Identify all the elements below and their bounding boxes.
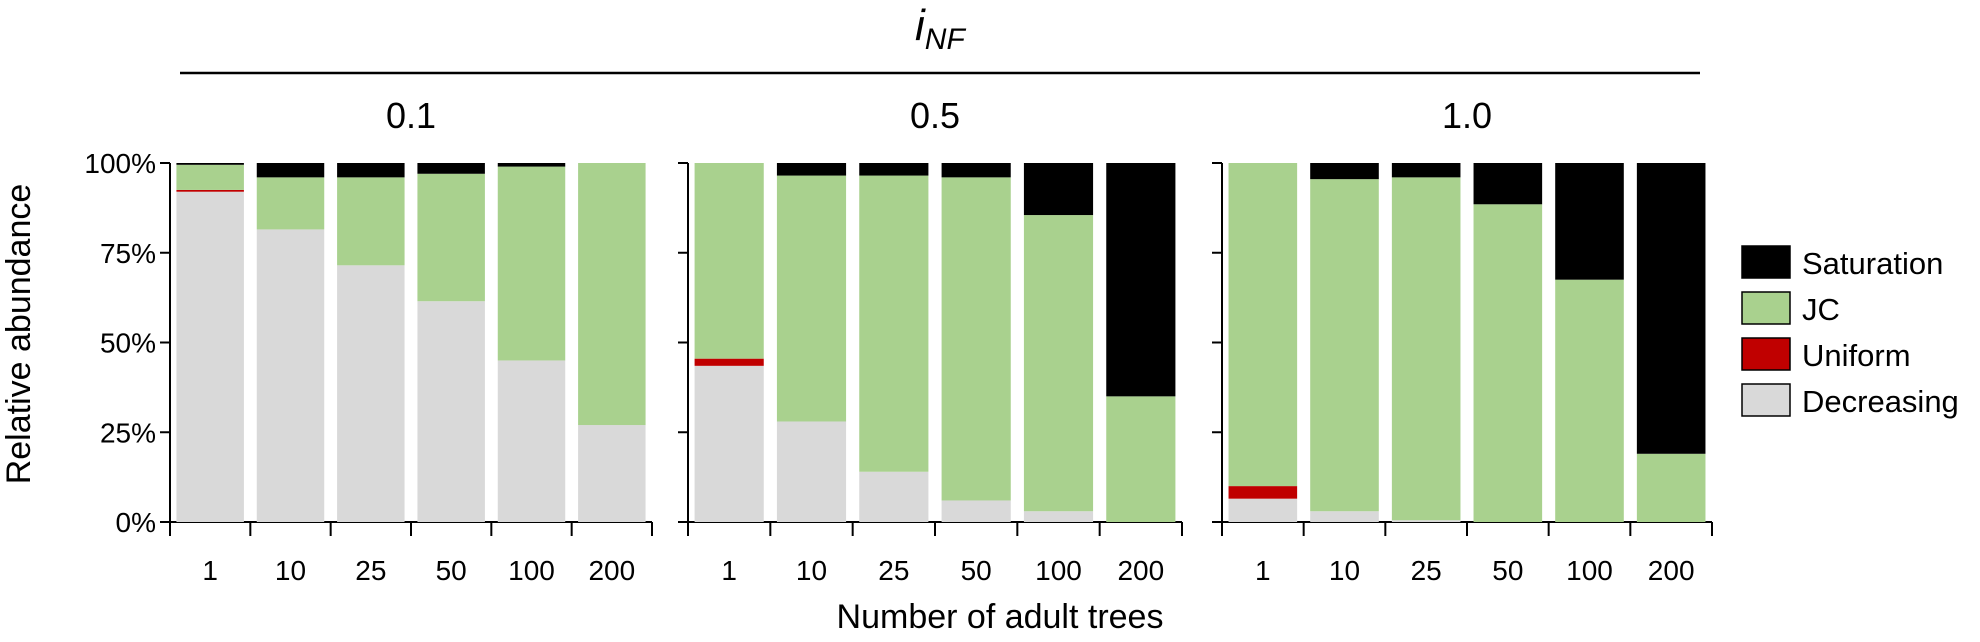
bar-saturation-10	[256, 163, 325, 178]
header-main: i	[915, 1, 926, 50]
header-subscript: NF	[925, 23, 967, 56]
bar-decreasing-25	[859, 471, 929, 522]
bar-saturation-50	[941, 163, 1011, 178]
legend-label: Decreasing	[1802, 384, 1959, 419]
x-tick-label: 1	[1255, 555, 1271, 586]
panels: 0.1 0% 25% 50% 75% 100% 1 10 25 50 100 200 0.5 1 10 25 5…	[84, 95, 1713, 586]
bar-saturation-10	[1310, 163, 1379, 180]
legend-item-decreasing: Decreasing	[1741, 383, 1959, 419]
bar-decreasing-1	[176, 191, 244, 522]
x-tick-label: 200	[1648, 555, 1695, 586]
bar-saturation-100	[1555, 163, 1624, 280]
legend-swatch	[1741, 383, 1791, 417]
x-tick-label: 25	[355, 555, 386, 586]
legend-item-jc: JC	[1741, 291, 1840, 327]
bar-decreasing-50	[417, 301, 485, 522]
bar-saturation-100	[497, 163, 566, 167]
bar-jc-1	[1228, 163, 1298, 487]
x-tick-label: 25	[1411, 555, 1442, 586]
bar-decreasing-25	[1391, 520, 1461, 522]
bar-saturation-25	[859, 163, 929, 176]
legend-swatch	[1741, 291, 1791, 325]
x-tick-label: 200	[588, 555, 635, 586]
bar-jc-100	[1023, 215, 1094, 512]
x-tick-label: 10	[796, 555, 827, 586]
panel-1: 0.5 1 10 25 50 100 200	[678, 95, 1183, 586]
bar-jc-25	[859, 175, 929, 472]
bar-decreasing-100	[497, 360, 566, 522]
bar-jc-10	[776, 175, 847, 422]
bar-jc-100	[1555, 279, 1624, 522]
bar-decreasing-10	[1310, 511, 1379, 522]
bar-jc-25	[1391, 177, 1461, 521]
bar-saturation-100	[1023, 163, 1094, 216]
bar-jc-10	[1310, 179, 1379, 512]
panel-title: 1.0	[1442, 95, 1492, 136]
x-tick-label: 50	[1492, 555, 1523, 586]
x-tick-label: 200	[1117, 555, 1164, 586]
legend-label: Saturation	[1802, 246, 1943, 281]
bar-jc-50	[417, 173, 485, 302]
x-tick-label: 1	[721, 555, 737, 586]
panel-2: 1.0 1 10 25 50 100 200	[1212, 95, 1713, 586]
legend-item-uniform: Uniform	[1741, 337, 1911, 373]
legend-swatch	[1741, 337, 1791, 371]
bar-uniform-1	[1228, 486, 1298, 499]
bar-jc-50	[1473, 204, 1543, 522]
x-tick-label: 1	[202, 555, 218, 586]
legend-label: Uniform	[1802, 338, 1911, 373]
bar-saturation-200	[1636, 163, 1706, 454]
legend: Saturation JC Uniform Decreasing	[1741, 245, 1959, 419]
x-tick-label: 100	[1035, 555, 1082, 586]
x-tick-label: 100	[508, 555, 555, 586]
bar-decreasing-25	[337, 265, 405, 522]
bar-decreasing-1	[1228, 498, 1298, 522]
bar-jc-200	[1636, 453, 1706, 522]
x-tick-label: 50	[961, 555, 992, 586]
x-tick-label: 100	[1566, 555, 1613, 586]
bar-decreasing-50	[941, 500, 1011, 522]
y-tick-label: 100%	[84, 148, 156, 179]
y-tick-label: 50%	[100, 328, 156, 359]
y-tick-label: 25%	[100, 417, 156, 448]
bar-saturation-25	[337, 163, 405, 178]
bar-jc-100	[497, 166, 566, 361]
bar-decreasing-1	[694, 365, 764, 522]
bar-jc-1	[694, 163, 764, 359]
bar-jc-1	[176, 164, 244, 190]
bar-uniform-1	[694, 358, 764, 366]
bar-saturation-200	[1106, 163, 1176, 397]
y-tick-label: 0%	[116, 507, 156, 538]
panel-title: 0.5	[910, 95, 960, 136]
bar-decreasing-100	[1023, 511, 1094, 522]
bar-decreasing-200	[578, 425, 646, 522]
legend-item-saturation: Saturation	[1741, 245, 1943, 281]
bar-saturation-50	[1473, 163, 1543, 205]
y-tick-label: 75%	[100, 238, 156, 269]
y-axis-label: Relative abundance	[0, 184, 38, 485]
bar-jc-25	[337, 177, 405, 266]
x-tick-label: 10	[275, 555, 306, 586]
x-tick-label: 50	[436, 555, 467, 586]
x-axis-label: Number of adult trees	[837, 598, 1164, 636]
bar-jc-200	[578, 163, 646, 426]
x-tick-label: 25	[878, 555, 909, 586]
bar-jc-10	[256, 177, 325, 230]
bar-decreasing-10	[256, 229, 325, 523]
header-label: iNF	[915, 1, 966, 56]
panel-title: 0.1	[386, 95, 436, 136]
bar-decreasing-10	[776, 421, 847, 522]
bar-saturation-1	[176, 163, 244, 165]
bar-saturation-50	[417, 163, 485, 174]
bar-jc-200	[1106, 396, 1176, 522]
legend-swatch	[1741, 245, 1791, 279]
panel-0: 0.1 0% 25% 50% 75% 100% 1 10 25 50 100 200	[84, 95, 653, 586]
bar-uniform-1	[176, 189, 244, 192]
bar-saturation-10	[776, 163, 847, 176]
bar-jc-50	[941, 177, 1011, 501]
x-tick-label: 10	[1329, 555, 1360, 586]
bar-saturation-25	[1391, 163, 1461, 178]
legend-label: JC	[1802, 292, 1840, 327]
